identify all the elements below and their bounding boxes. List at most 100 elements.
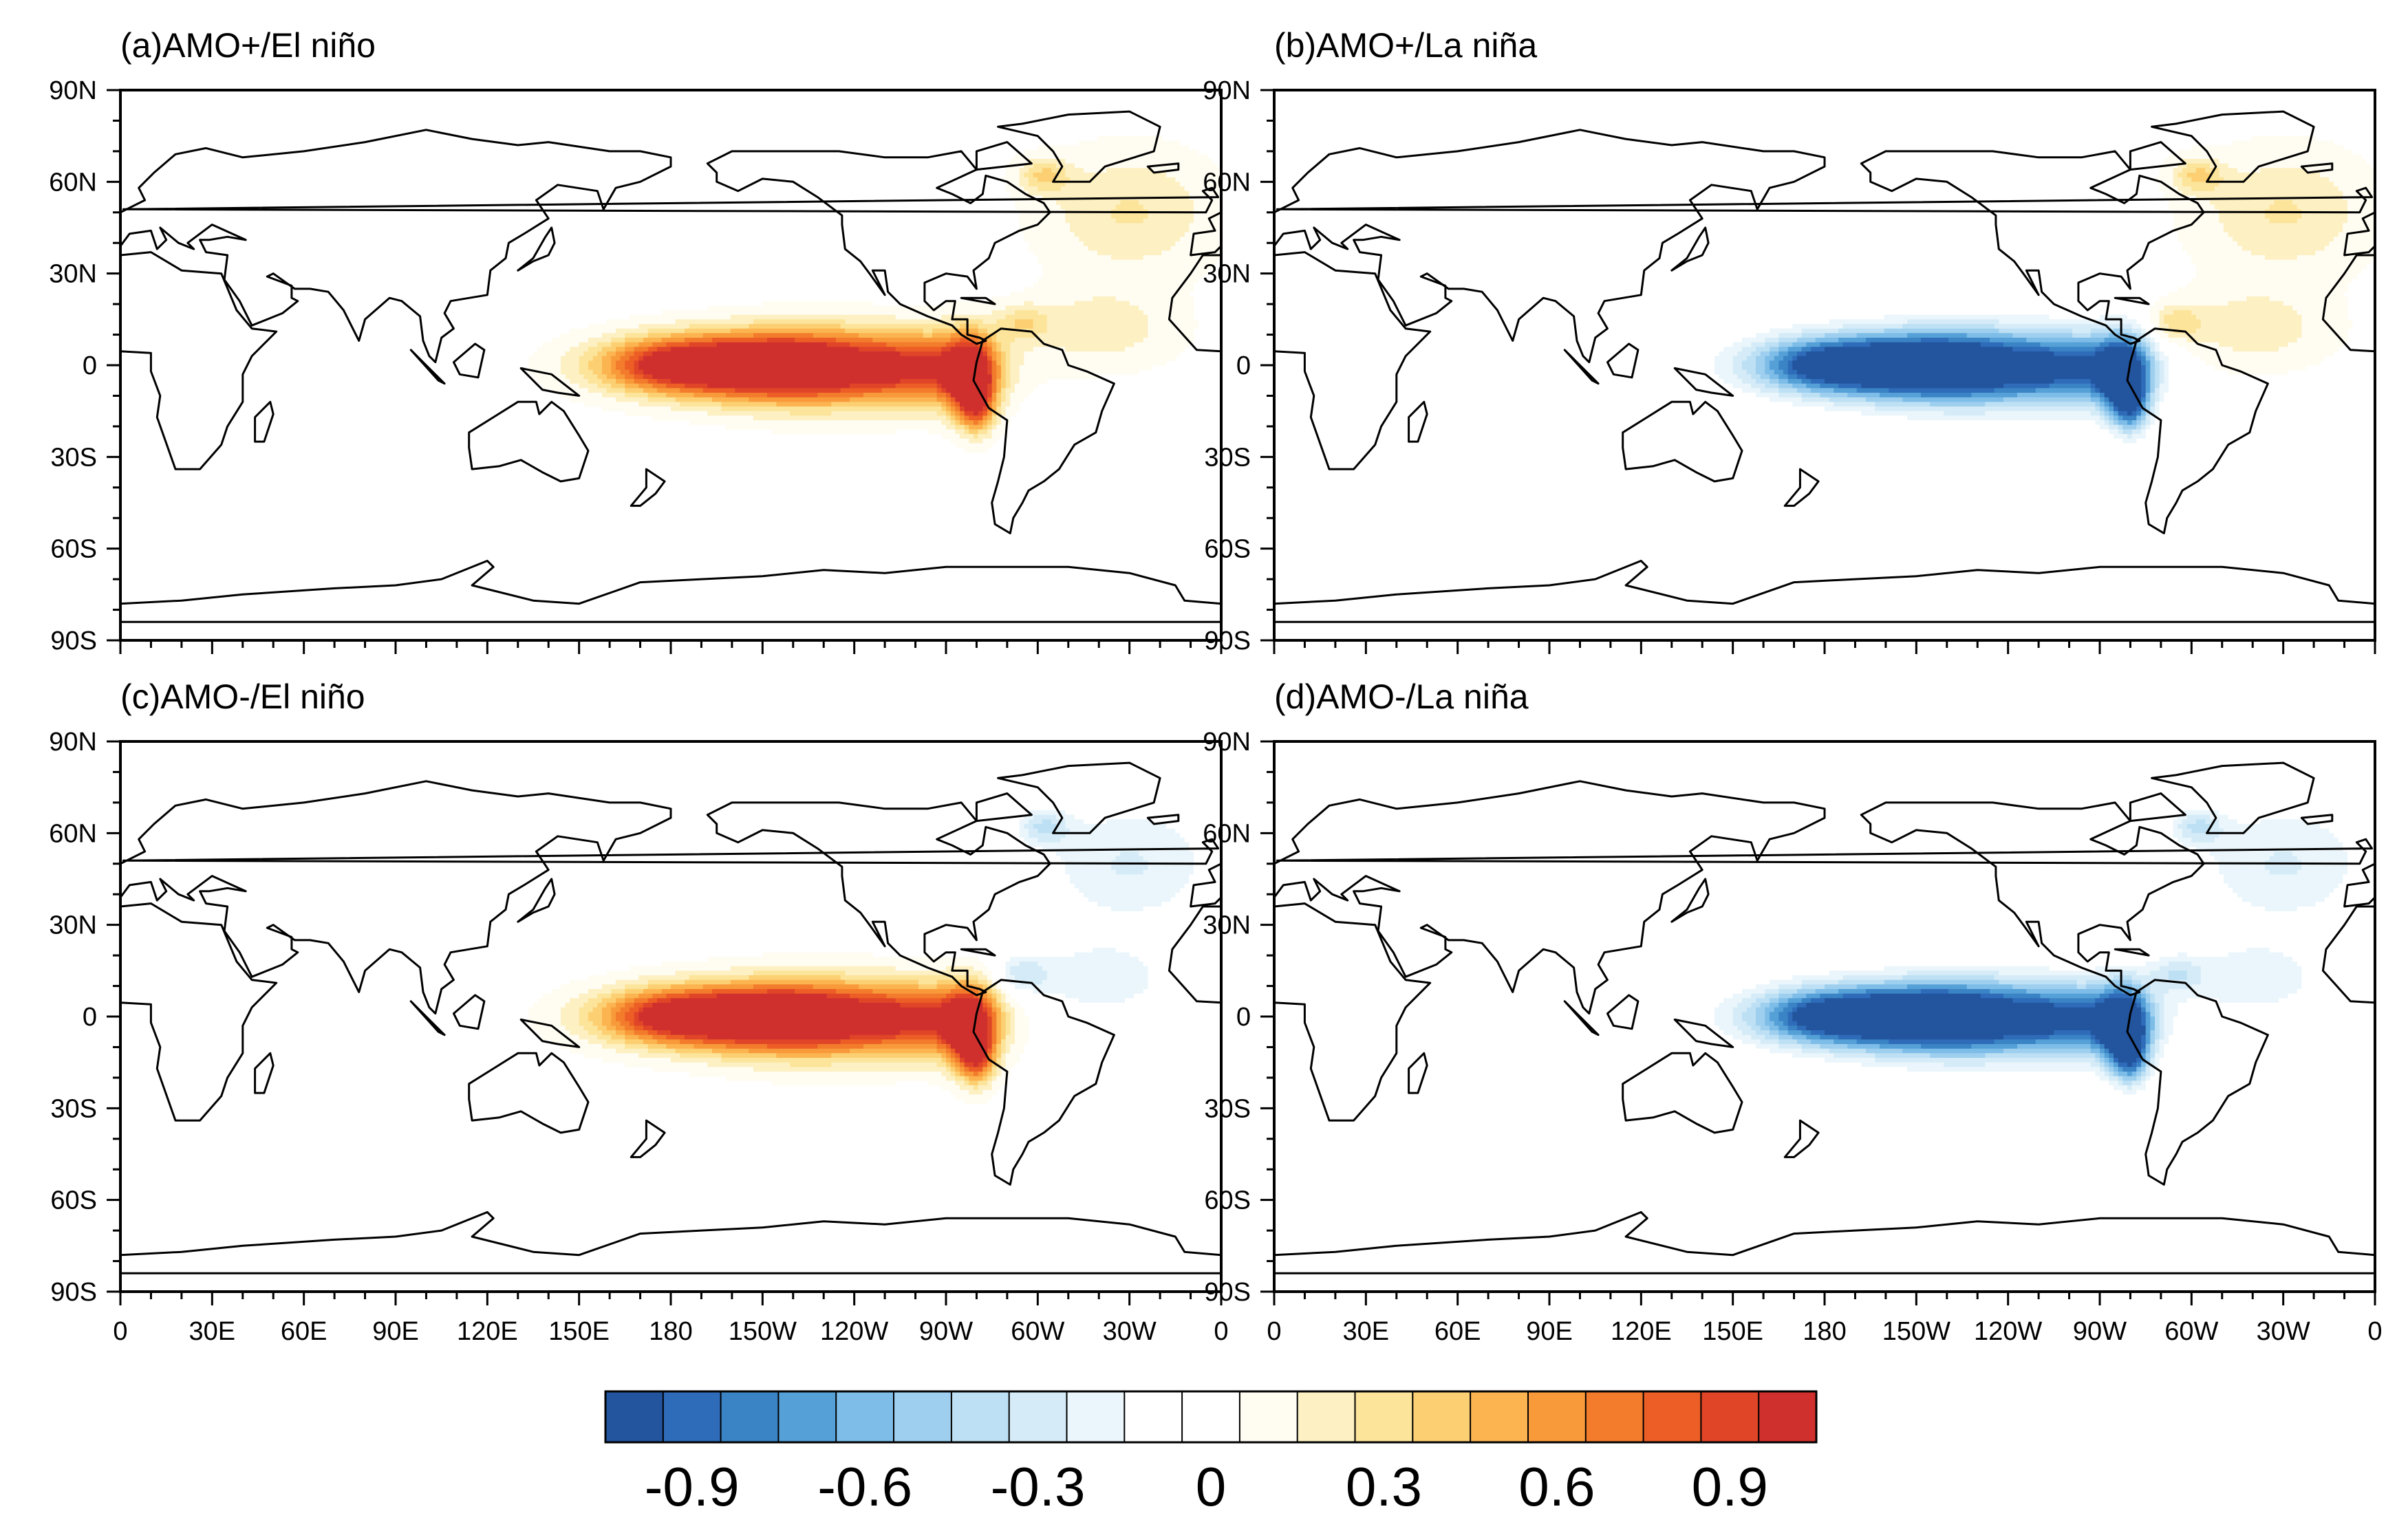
colorbar-tick-label: 0.3 <box>1346 1456 1422 1517</box>
coastline-south_america <box>2126 327 2269 534</box>
colorbar-swatch <box>1238 1391 1299 1443</box>
map-panels: (a)AMO+/El niño90N60N30N030S60S90S(b)AMO… <box>49 26 2382 1346</box>
coastline-antarctica <box>120 559 1221 623</box>
lon-tick-label: 90W <box>2073 1317 2127 1346</box>
lat-tick-label: 30N <box>1203 260 1251 289</box>
lat-tick-label: 60N <box>49 819 97 848</box>
coastline-europe_asia <box>120 780 672 1015</box>
coastline-new_zealand <box>630 468 666 507</box>
coastline-australia <box>468 400 590 483</box>
lon-tick-label: 90E <box>1526 1317 1573 1346</box>
lat-tick-label: 90S <box>50 627 97 655</box>
coastline-sumatra <box>1563 1000 1600 1036</box>
lat-tick-label: 90S <box>1204 627 1251 655</box>
coastline-new_guinea <box>519 367 581 397</box>
coastline-africa <box>1168 254 1221 353</box>
lon-tick-label: 150W <box>729 1317 797 1346</box>
axis-ticks: 90N 60N 30N 0 30S 60S 90S <box>49 76 1223 655</box>
coastline-europe_asia <box>1274 129 1826 364</box>
coastline-cuba <box>2114 948 2150 957</box>
lat-tick-label: 30S <box>50 443 97 472</box>
lat-tick-label: 90N <box>1203 76 1251 105</box>
coastline-north_america <box>1860 801 2205 997</box>
coastline-africa <box>1274 251 1432 470</box>
sst-shading <box>1682 135 2375 453</box>
lon-tick-label: 180 <box>1803 1317 1846 1346</box>
axis-ticks: 90N 60N 30N 0 30S 60S 90S 0 30E 60E 90E 120E 150E 180… <box>49 728 1228 1346</box>
lon-tick-label: 120E <box>457 1317 518 1346</box>
coastline-cuba <box>2114 296 2150 305</box>
coastline-britain <box>122 838 1220 865</box>
lon-tick-label: 120W <box>1974 1317 2042 1346</box>
coastline-australia <box>1622 1052 1743 1134</box>
colorbar-swatch <box>1527 1391 1587 1443</box>
lat-tick-label: 30S <box>50 1094 97 1123</box>
colorbar-tick-label: -0.9 <box>645 1456 740 1517</box>
coastline-australia <box>1622 400 1743 483</box>
panel-d: (d)AMO-/La niña 90N 60N 30N 0 30S 60S 90S 0 30E 60… <box>1203 677 2382 1346</box>
colorbar-tick-label: 0 <box>1196 1456 1227 1517</box>
lon-tick-label: 30W <box>2257 1317 2310 1346</box>
coastlines <box>120 110 1221 623</box>
lat-tick-label: 0 <box>83 351 97 380</box>
colorbar-swatch <box>662 1391 722 1443</box>
panel-title: (d)AMO-/La niña <box>1274 677 1529 716</box>
coastline-japan <box>517 878 556 923</box>
coastline-japan <box>517 226 556 272</box>
colorbar-swatch <box>1181 1391 1241 1443</box>
coastline-borneo <box>452 994 486 1030</box>
coastline-madagascar <box>254 400 275 443</box>
lat-tick-label: 60S <box>50 1186 97 1215</box>
coastline-madagascar <box>254 1052 275 1094</box>
lon-tick-label: 150W <box>1882 1317 1950 1346</box>
lon-tick-label: 60E <box>281 1317 327 1346</box>
lon-tick-label: 120E <box>1611 1317 1672 1346</box>
coastline-greenland <box>997 110 1161 183</box>
coastline-sumatra <box>409 1000 446 1036</box>
lat-tick-label: 60N <box>1203 168 1251 197</box>
coastline-africa <box>2321 254 2375 353</box>
coastline-baffin <box>2129 792 2186 823</box>
colorbar-tick-label: 0.9 <box>1692 1456 1768 1517</box>
colorbar-swatch <box>720 1391 780 1443</box>
lat-tick-label: 60S <box>1204 1186 1251 1215</box>
coastline-borneo <box>452 343 486 379</box>
coastline-australia <box>468 1052 590 1134</box>
colorbar-swatch <box>1584 1391 1645 1443</box>
colorbar-swatch <box>1066 1391 1126 1443</box>
coastlines <box>120 761 1221 1274</box>
lon-tick-label: 180 <box>649 1317 692 1346</box>
axis-ticks: 90N 60N 30N 0 30S 60S 90S 0 30E 60E 90E 120E 150E 180… <box>1203 728 2382 1346</box>
coastline-borneo <box>1606 343 1640 379</box>
colorbar: -0.9 -0.6 -0.3 0 0.3 0.6 0.9 <box>604 1390 1818 1517</box>
coastline-britain <box>1276 186 2374 214</box>
coastline-antarctica <box>1274 1210 2375 1274</box>
colorbar-swatch <box>1296 1391 1356 1443</box>
colorbar-swatch <box>1412 1391 1472 1443</box>
sst-shading <box>1682 787 2375 1105</box>
lat-tick-label: 30N <box>49 260 97 289</box>
lon-tick-label: 90W <box>919 1317 973 1346</box>
lat-tick-label: 60S <box>50 535 97 564</box>
lon-tick-label: 60E <box>1434 1317 1481 1346</box>
coastline-south_america <box>2126 979 2269 1186</box>
coastline-new_zealand <box>630 1119 666 1158</box>
coastline-north_america <box>1860 150 2205 345</box>
lat-tick-label: 90N <box>49 76 97 105</box>
lon-tick-label: 30W <box>1103 1317 1157 1346</box>
colorbar-swatch <box>1758 1391 1818 1443</box>
coastline-antarctica <box>1274 559 2375 623</box>
lat-tick-label: 90N <box>49 728 97 757</box>
coastline-baffin <box>975 792 1033 823</box>
coastline-north_america <box>706 801 1051 997</box>
coastline-cuba <box>960 296 996 305</box>
coastline-cuba <box>960 948 996 957</box>
colorbar-tick-label: -0.3 <box>991 1456 1086 1517</box>
coastline-japan <box>1670 878 1710 923</box>
colorbar-swatch <box>1124 1391 1183 1443</box>
coastline-baffin <box>2129 141 2186 171</box>
coastline-madagascar <box>1408 400 1428 443</box>
coastline-greenland <box>997 761 1161 834</box>
coastline-greenland <box>2151 110 2315 183</box>
lon-tick-label: 0 <box>1214 1317 1228 1346</box>
